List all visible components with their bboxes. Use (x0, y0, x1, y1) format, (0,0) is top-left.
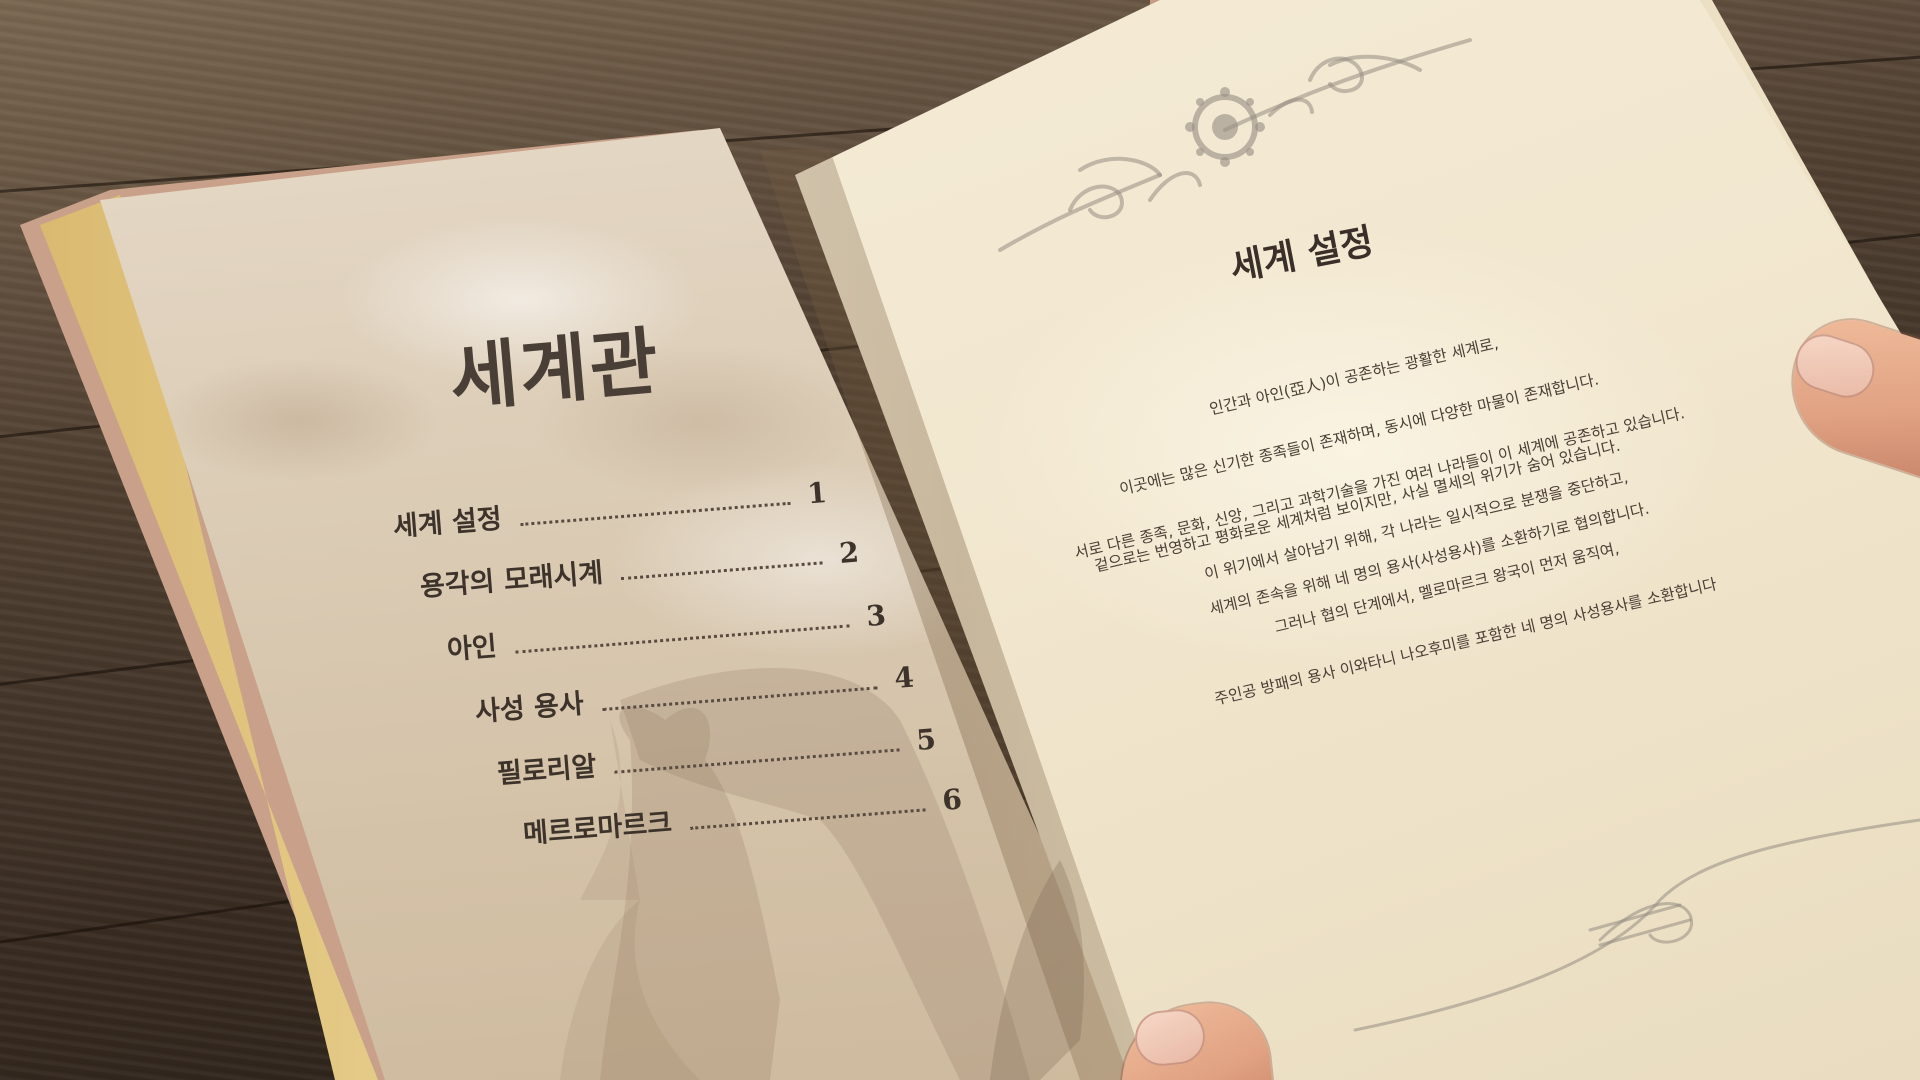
toc-item-label: 필로리알 (496, 751, 598, 790)
toc-page-number: 2 (838, 535, 861, 570)
toc-page-number: 4 (893, 660, 916, 695)
toc-item-label: 아인 (446, 631, 498, 666)
toc-page-number: 1 (806, 475, 829, 511)
toc-page-number: 3 (865, 598, 888, 633)
left-page-title: 세계관 (446, 318, 664, 423)
toc-page-number: 6 (941, 782, 964, 817)
toc-page-number: 5 (915, 722, 938, 757)
